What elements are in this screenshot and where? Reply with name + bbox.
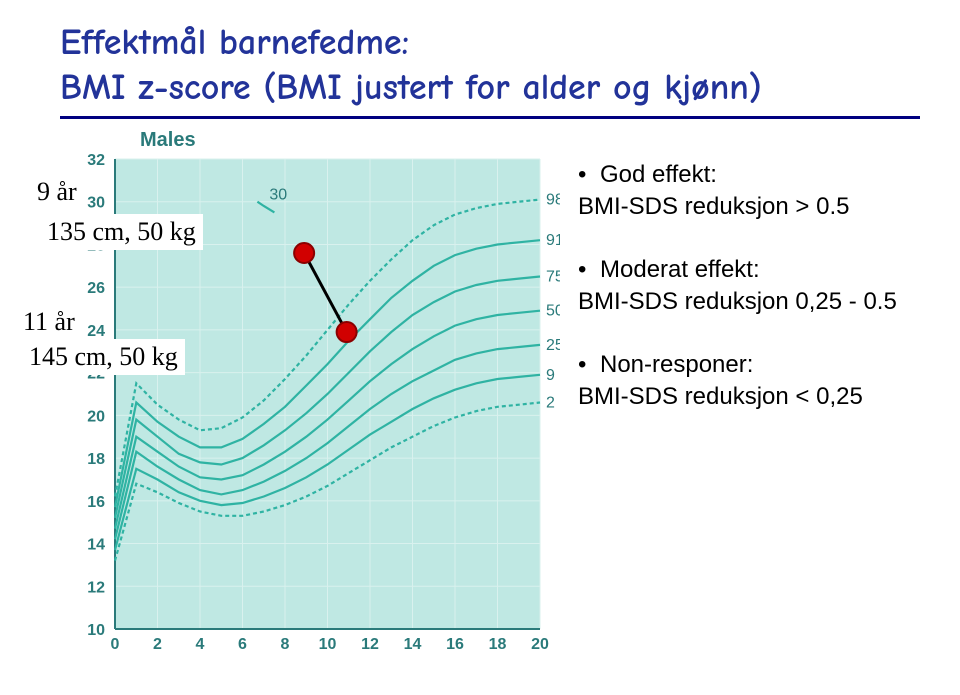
title-line-2: BMI z-score (BMI justert for alder og kj… [60, 65, 920, 110]
effect-column: God effekt: BMI-SDS reduksjon > 0.5 Mode… [560, 129, 940, 649]
svg-text:6: 6 [238, 636, 247, 649]
svg-text:50: 50 [546, 303, 560, 320]
effect-good-body: BMI-SDS reduksjon > 0.5 [570, 191, 940, 223]
svg-text:14: 14 [404, 636, 422, 649]
effect-nonresponder-body: BMI-SDS reduksjon < 0,25 [570, 381, 940, 413]
overlay-size-11: 145 cm, 50 kg [22, 339, 185, 375]
svg-text:18: 18 [87, 451, 105, 468]
svg-text:0: 0 [111, 636, 120, 649]
title-block: Effektmål barnefedme: BMI z-score (BMI j… [0, 0, 960, 119]
overlay-age-11: 11 år [16, 304, 82, 340]
svg-text:4: 4 [196, 636, 205, 649]
overlay-size-9: 135 cm, 50 kg [40, 214, 203, 250]
bmi-chart-svg: 1012141618202224262830320246810121416182… [40, 129, 560, 649]
svg-text:14: 14 [87, 537, 105, 554]
page: Effektmål barnefedme: BMI z-score (BMI j… [0, 0, 960, 695]
svg-text:12: 12 [361, 636, 379, 649]
svg-text:75: 75 [546, 269, 560, 286]
svg-text:24: 24 [87, 323, 105, 340]
effect-nonresponder-head: Non-responer: [570, 349, 940, 381]
svg-text:12: 12 [87, 579, 105, 596]
effect-nonresponder: Non-responer: BMI-SDS reduksjon < 0,25 [570, 349, 940, 414]
title-line-1: Effektmål barnefedme: [60, 20, 920, 65]
content-row: 1012141618202224262830320246810121416182… [0, 119, 960, 649]
svg-text:18: 18 [489, 636, 507, 649]
svg-text:20: 20 [531, 636, 549, 649]
svg-text:10: 10 [319, 636, 337, 649]
svg-text:2: 2 [546, 395, 555, 412]
svg-text:9: 9 [546, 367, 555, 384]
effect-good: God effekt: BMI-SDS reduksjon > 0.5 [570, 159, 940, 224]
svg-text:20: 20 [87, 408, 105, 425]
chart-column: 1012141618202224262830320246810121416182… [40, 129, 560, 649]
svg-text:2: 2 [153, 636, 162, 649]
effect-moderate-body: BMI-SDS reduksjon 0,25 - 0.5 [570, 286, 940, 318]
svg-text:16: 16 [446, 636, 464, 649]
svg-text:98: 98 [546, 192, 560, 209]
svg-text:30: 30 [87, 195, 105, 212]
svg-text:30: 30 [269, 187, 287, 204]
overlay-age-9: 9 år [30, 174, 84, 210]
males-label: Males [140, 129, 196, 152]
svg-text:32: 32 [87, 152, 105, 169]
svg-text:91: 91 [546, 232, 560, 249]
effect-moderate: Moderat effekt: BMI-SDS reduksjon 0,25 -… [570, 254, 940, 319]
svg-text:8: 8 [281, 636, 290, 649]
svg-text:25: 25 [546, 337, 560, 354]
bmi-chart: 1012141618202224262830320246810121416182… [40, 129, 560, 649]
svg-text:10: 10 [87, 622, 105, 639]
svg-text:16: 16 [87, 494, 105, 511]
effect-good-head: God effekt: [570, 159, 940, 191]
effect-moderate-head: Moderat effekt: [570, 254, 940, 286]
svg-text:26: 26 [87, 280, 105, 297]
